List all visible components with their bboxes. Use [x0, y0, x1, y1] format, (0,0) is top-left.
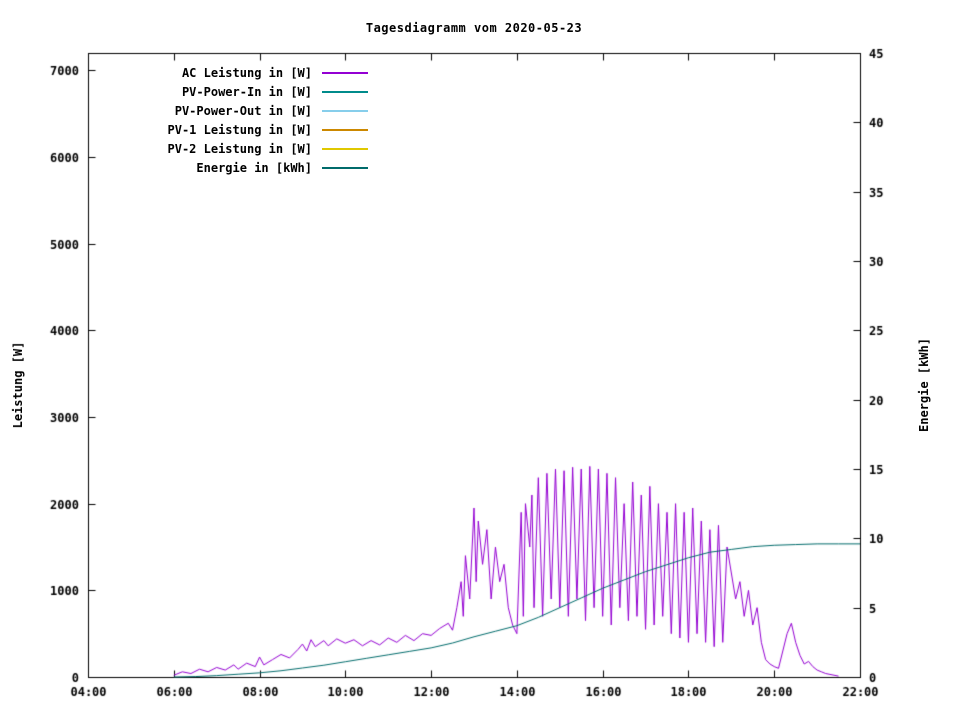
legend-item: PV-2 Leistung in [W] [90, 139, 368, 158]
legend-item: PV-Power-In in [W] [90, 82, 368, 101]
legend-line-sample [322, 71, 368, 74]
legend-line-sample [322, 90, 368, 93]
legend-label: PV-2 Leistung in [W] [167, 141, 313, 156]
legend-label: Energie in [kWh] [196, 160, 312, 175]
y-axis-left-label: Leistung [W] [11, 341, 25, 429]
chart-title: Tagesdiagramm vom 2020-05-23 [365, 21, 583, 35]
legend-item: Energie in [kWh] [90, 158, 368, 177]
legend-label: PV-Power-In in [W] [181, 84, 312, 99]
legend-label: PV-1 Leistung in [W] [167, 122, 313, 137]
legend-item: PV-Power-Out in [W] [90, 101, 368, 120]
legend-label: AC Leistung in [W] [181, 65, 312, 80]
legend-label: PV-Power-Out in [W] [174, 103, 312, 118]
legend-line-sample [322, 166, 368, 169]
legend-line-sample [322, 109, 368, 112]
legend-line-sample [322, 147, 368, 150]
y-axis-right-label: Energie [kWh] [917, 338, 931, 432]
legend: AC Leistung in [W] PV-Power-In in [W] PV-P… [90, 63, 368, 177]
legend-item: PV-1 Leistung in [W] [90, 120, 368, 139]
legend-line-sample [322, 128, 368, 131]
legend-item: AC Leistung in [W] [90, 63, 368, 82]
